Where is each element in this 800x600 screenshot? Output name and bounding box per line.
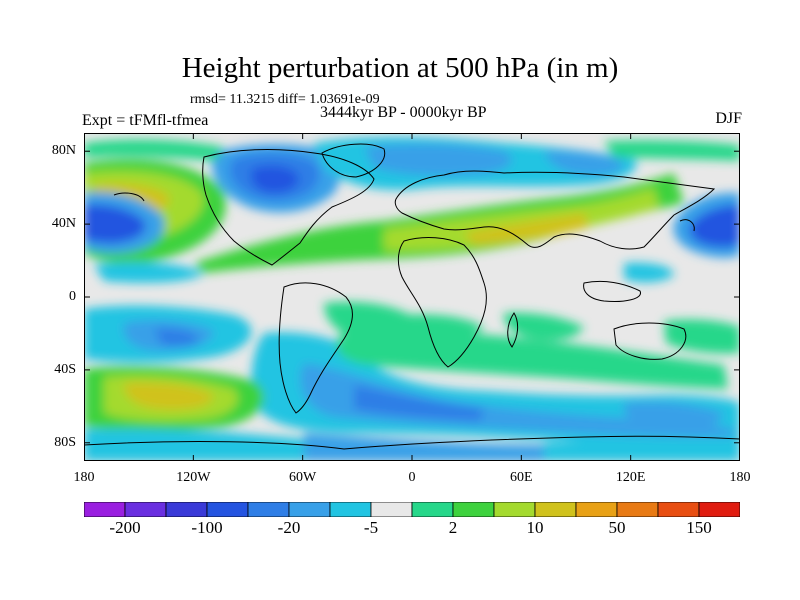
colorbar: [84, 502, 740, 517]
colorbar-label: 50: [608, 518, 626, 537]
perturbation-field: [84, 136, 740, 461]
lat-label: 0: [69, 289, 76, 304]
period-label: 3444kyr BP - 0000kyr BP: [320, 104, 487, 121]
colorbar-swatch: [329, 502, 372, 517]
lat-label: 40N: [51, 216, 76, 232]
colorbar-swatch: [657, 502, 700, 517]
lon-label: 0: [408, 470, 416, 485]
stats-text: rmsd= 11.3215 diff= 1.03691e-09: [190, 92, 380, 107]
lon-label: 120E: [615, 470, 646, 485]
axis-ticks: [84, 133, 740, 461]
season-label: DJF: [715, 110, 742, 127]
lat-label: 80S: [54, 434, 76, 450]
lon-label: 180: [73, 470, 95, 485]
colorbar-swatch: [575, 502, 618, 517]
colorbar-swatch: [452, 502, 495, 517]
lon-label: 60W: [289, 470, 317, 485]
colorbar-label: -20: [277, 518, 301, 537]
colorbar-swatch: [534, 502, 577, 517]
colorbar-swatch: [411, 502, 454, 517]
colorbar-swatch: [288, 502, 331, 517]
colorbar-swatch: [247, 502, 290, 517]
lon-label: 120W: [176, 470, 211, 485]
colorbar-label: 2: [448, 518, 458, 537]
figure-title: Height perturbation at 500 hPa (in m): [181, 52, 619, 84]
colorbar-swatch: [493, 502, 536, 517]
colorbar-swatch: [165, 502, 208, 517]
colorbar-swatch: [206, 502, 249, 517]
colorbar-swatch: [698, 502, 740, 517]
lon-label: 60E: [510, 470, 533, 485]
world-map: [84, 133, 740, 461]
lon-label: 180: [729, 470, 751, 485]
experiment-label: Expt = tFMfl-tfmea: [82, 112, 209, 129]
coastlines: [84, 143, 740, 450]
colorbar-label: 10: [526, 518, 544, 537]
lat-label: 80N: [51, 143, 76, 159]
colorbar-swatch: [84, 502, 126, 517]
colorbar-swatch: [616, 502, 659, 517]
colorbar-label: -100: [191, 518, 223, 537]
colorbar-swatch: [370, 502, 413, 517]
colorbar-label: 150: [686, 518, 712, 537]
colorbar-label: -200: [109, 518, 141, 537]
lat-label: 40S: [54, 361, 76, 377]
colorbar-swatch: [124, 502, 167, 517]
colorbar-label: -5: [363, 518, 379, 537]
